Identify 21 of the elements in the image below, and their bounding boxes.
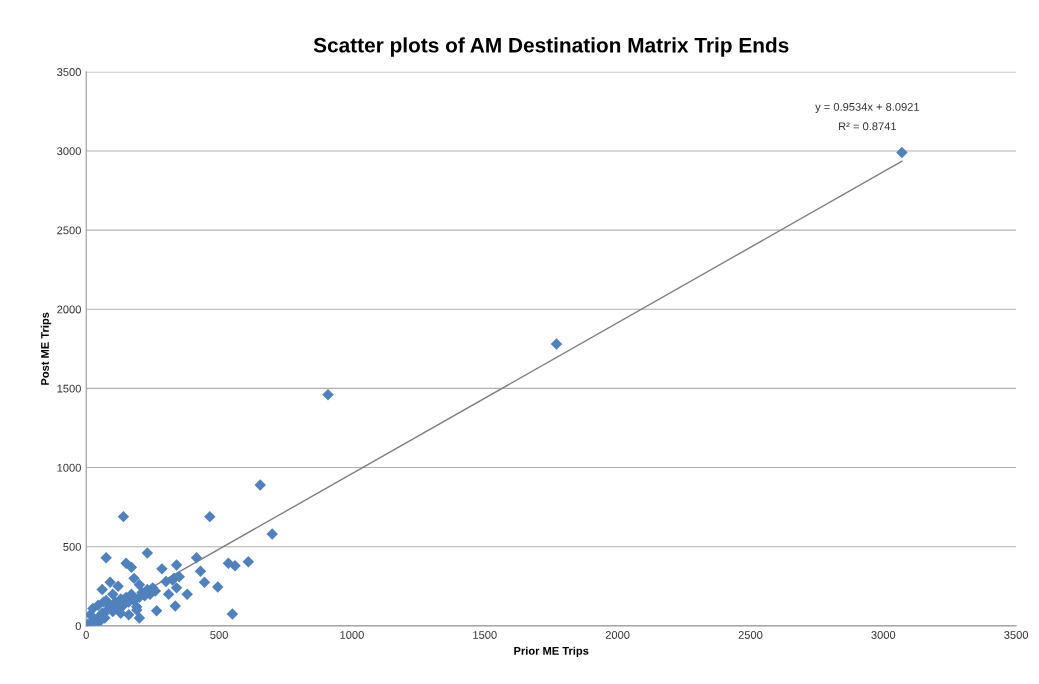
- y-tick-label: 1000: [57, 463, 81, 472]
- y-tick-label: 3500: [57, 68, 81, 76]
- y-tick-label: 0: [75, 622, 81, 630]
- y-tick-label: 500: [63, 542, 81, 551]
- x-tick-label: 0: [83, 631, 89, 639]
- x-tick-label: 2500: [738, 631, 763, 639]
- y-axis-title: Post ME Trips: [40, 312, 52, 385]
- x-axis-title: Prior ME Trips: [514, 646, 589, 657]
- x-tick-label: 3500: [1004, 631, 1029, 639]
- x-tick-label: 3000: [871, 631, 896, 639]
- x-tick-label: 500: [210, 631, 228, 639]
- y-tick-label: 3000: [57, 147, 81, 156]
- annotation: y = 0.9534x + 8.0921: [815, 102, 920, 114]
- x-tick-label: 1000: [340, 631, 364, 639]
- y-tick-label: 2500: [57, 226, 81, 235]
- y-tick-label: 2000: [57, 305, 81, 314]
- x-tick-label: 1500: [473, 631, 497, 639]
- chart-title: Scatter plots of AM Destination Matrix Trip Ends: [313, 37, 789, 57]
- annotation: R² = 0.8741: [839, 122, 896, 131]
- x-tick-label: 2000: [605, 631, 630, 639]
- y-tick-label: 1500: [57, 384, 81, 393]
